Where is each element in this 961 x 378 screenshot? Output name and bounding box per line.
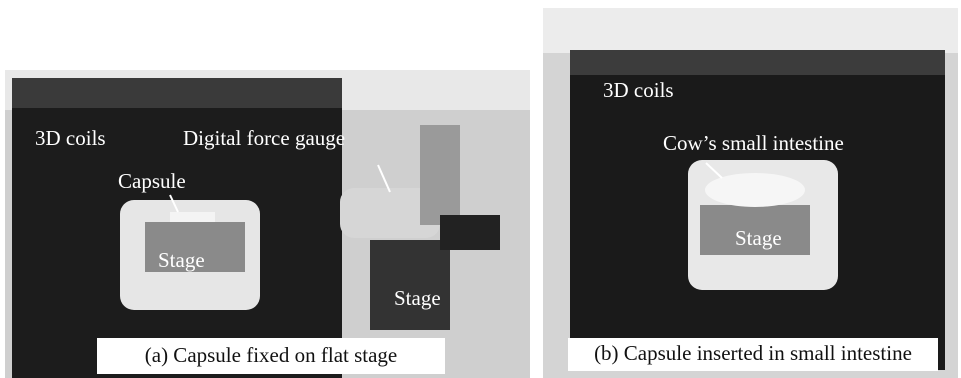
label: 3D coils xyxy=(35,126,106,150)
label: 3D coils xyxy=(603,78,674,102)
label: Capsule xyxy=(118,169,186,193)
label: Stage xyxy=(158,248,205,272)
photo-a xyxy=(5,70,530,378)
label: Cow’s small intestine xyxy=(663,131,844,155)
label: Stage xyxy=(394,286,441,310)
photo-b xyxy=(543,8,958,378)
caption: (a) Capsule fixed on flat stage xyxy=(145,343,398,367)
figure: 3D coils Digital force gauge Capsule Sta… xyxy=(0,0,961,378)
label: Stage xyxy=(735,226,782,250)
caption: (b) Capsule inserted in small intestine xyxy=(594,341,912,365)
label: Digital force gauge xyxy=(183,126,345,150)
